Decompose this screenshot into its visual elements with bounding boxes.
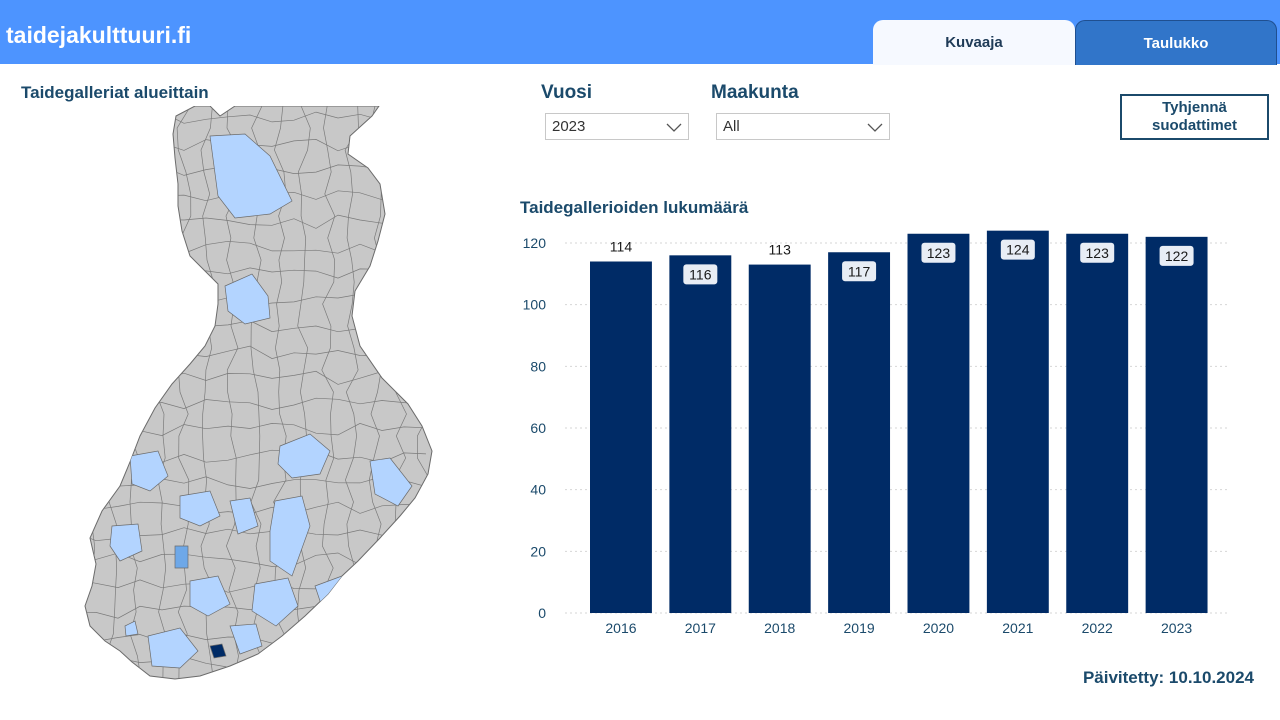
municipality-border xyxy=(416,106,432,679)
data-label: 113 xyxy=(769,242,792,258)
chevron-down-icon xyxy=(666,123,682,132)
highlighted-municipality[interactable] xyxy=(209,133,293,219)
highlighted-municipality[interactable] xyxy=(369,457,413,507)
highlighted-municipality[interactable] xyxy=(189,575,231,617)
highlighted-municipality[interactable] xyxy=(269,495,311,577)
highlighted-municipality[interactable] xyxy=(229,623,263,655)
finland-region-map[interactable] xyxy=(30,106,440,686)
municipality-border xyxy=(33,106,46,678)
chevron-down-icon xyxy=(867,123,883,132)
gallery-count-bar-chart: 0 20 40 60 80 100 120 2016 114 2017 116 2018 113 2019… xyxy=(523,230,1230,636)
tab-kuvaaja[interactable]: Kuvaaja xyxy=(873,20,1075,65)
x-tick-label: 2019 xyxy=(844,620,875,636)
bar xyxy=(748,264,811,613)
data-label-box xyxy=(1080,242,1115,263)
highlighted-municipality[interactable] xyxy=(179,490,221,527)
highlighted-municipality[interactable] xyxy=(147,627,199,669)
highlighted-municipality[interactable] xyxy=(124,620,139,637)
y-tick-label: 60 xyxy=(530,420,546,436)
x-tick-label: 2021 xyxy=(1002,620,1033,636)
highlighted-municipalities[interactable] xyxy=(109,133,413,669)
updated-date: Päivitetty: 10.10.2024 xyxy=(1082,668,1254,687)
year-select-value: 2023 xyxy=(552,118,586,135)
highlighted-municipality[interactable] xyxy=(277,433,331,479)
tab-taulukko[interactable]: Taulukko xyxy=(1075,20,1277,65)
x-tick-label: 2020 xyxy=(923,620,954,636)
x-tick-label: 2017 xyxy=(685,620,716,636)
bar xyxy=(1066,233,1129,613)
highlighted-municipality[interactable] xyxy=(229,497,259,535)
highlighted-municipality[interactable] xyxy=(174,545,189,569)
map-title: Taidegalleriat alueittain xyxy=(21,83,209,102)
municipality-border xyxy=(297,106,311,679)
data-label-box xyxy=(842,261,877,282)
top-bar: taidejakulttuuri.fi Kuvaaja Taulukko xyxy=(0,0,1280,65)
bar xyxy=(907,233,970,613)
data-label-box xyxy=(683,264,718,285)
year-filter-label: Vuosi xyxy=(541,82,593,103)
region-filter-label: Maakunta xyxy=(711,82,799,103)
site-title[interactable]: taidejakulttuuri.fi xyxy=(6,22,192,48)
highlighted-municipality[interactable] xyxy=(224,273,271,325)
y-tick-label: 80 xyxy=(530,358,546,374)
municipality-border xyxy=(57,106,71,678)
y-tick-label: 120 xyxy=(523,235,547,251)
bar xyxy=(828,252,891,613)
data-label: 122 xyxy=(1165,248,1189,264)
y-tick-label: 0 xyxy=(538,605,546,621)
clear-filters-button[interactable]: Tyhjennä suodattimet xyxy=(1120,94,1269,140)
municipality-border xyxy=(176,106,192,679)
x-tick-label: 2022 xyxy=(1082,620,1113,636)
region-select-value: All xyxy=(723,118,740,135)
year-select[interactable]: 2023 xyxy=(545,113,689,140)
data-label-box xyxy=(1000,239,1035,260)
highlighted-municipality[interactable] xyxy=(109,523,143,562)
highlighted-municipality[interactable] xyxy=(209,643,227,659)
data-label: 117 xyxy=(848,263,871,279)
municipality-border xyxy=(85,527,427,542)
bar xyxy=(1145,236,1208,614)
data-label: 116 xyxy=(689,266,712,282)
y-tick-label: 100 xyxy=(523,297,547,313)
data-label: 114 xyxy=(610,239,633,255)
bar xyxy=(669,255,732,614)
highlighted-municipality[interactable] xyxy=(251,577,299,627)
y-tick-label: 20 xyxy=(530,543,546,559)
x-tick-label: 2023 xyxy=(1161,620,1192,636)
data-label-box xyxy=(1159,245,1194,266)
data-label: 123 xyxy=(1086,245,1110,261)
data-label: 124 xyxy=(1006,242,1030,258)
data-label-box xyxy=(921,242,956,263)
y-tick-label: 40 xyxy=(530,482,546,498)
highlighted-municipality[interactable] xyxy=(129,450,169,492)
region-select[interactable]: All xyxy=(716,113,890,140)
finland-outline xyxy=(84,106,433,680)
bar xyxy=(986,230,1049,613)
x-tick-label: 2016 xyxy=(605,620,636,636)
x-tick-label: 2018 xyxy=(764,620,795,636)
data-label: 123 xyxy=(927,245,951,261)
bar xyxy=(590,261,652,613)
chart-title: Taidegallerioiden lukumäärä xyxy=(520,198,749,217)
